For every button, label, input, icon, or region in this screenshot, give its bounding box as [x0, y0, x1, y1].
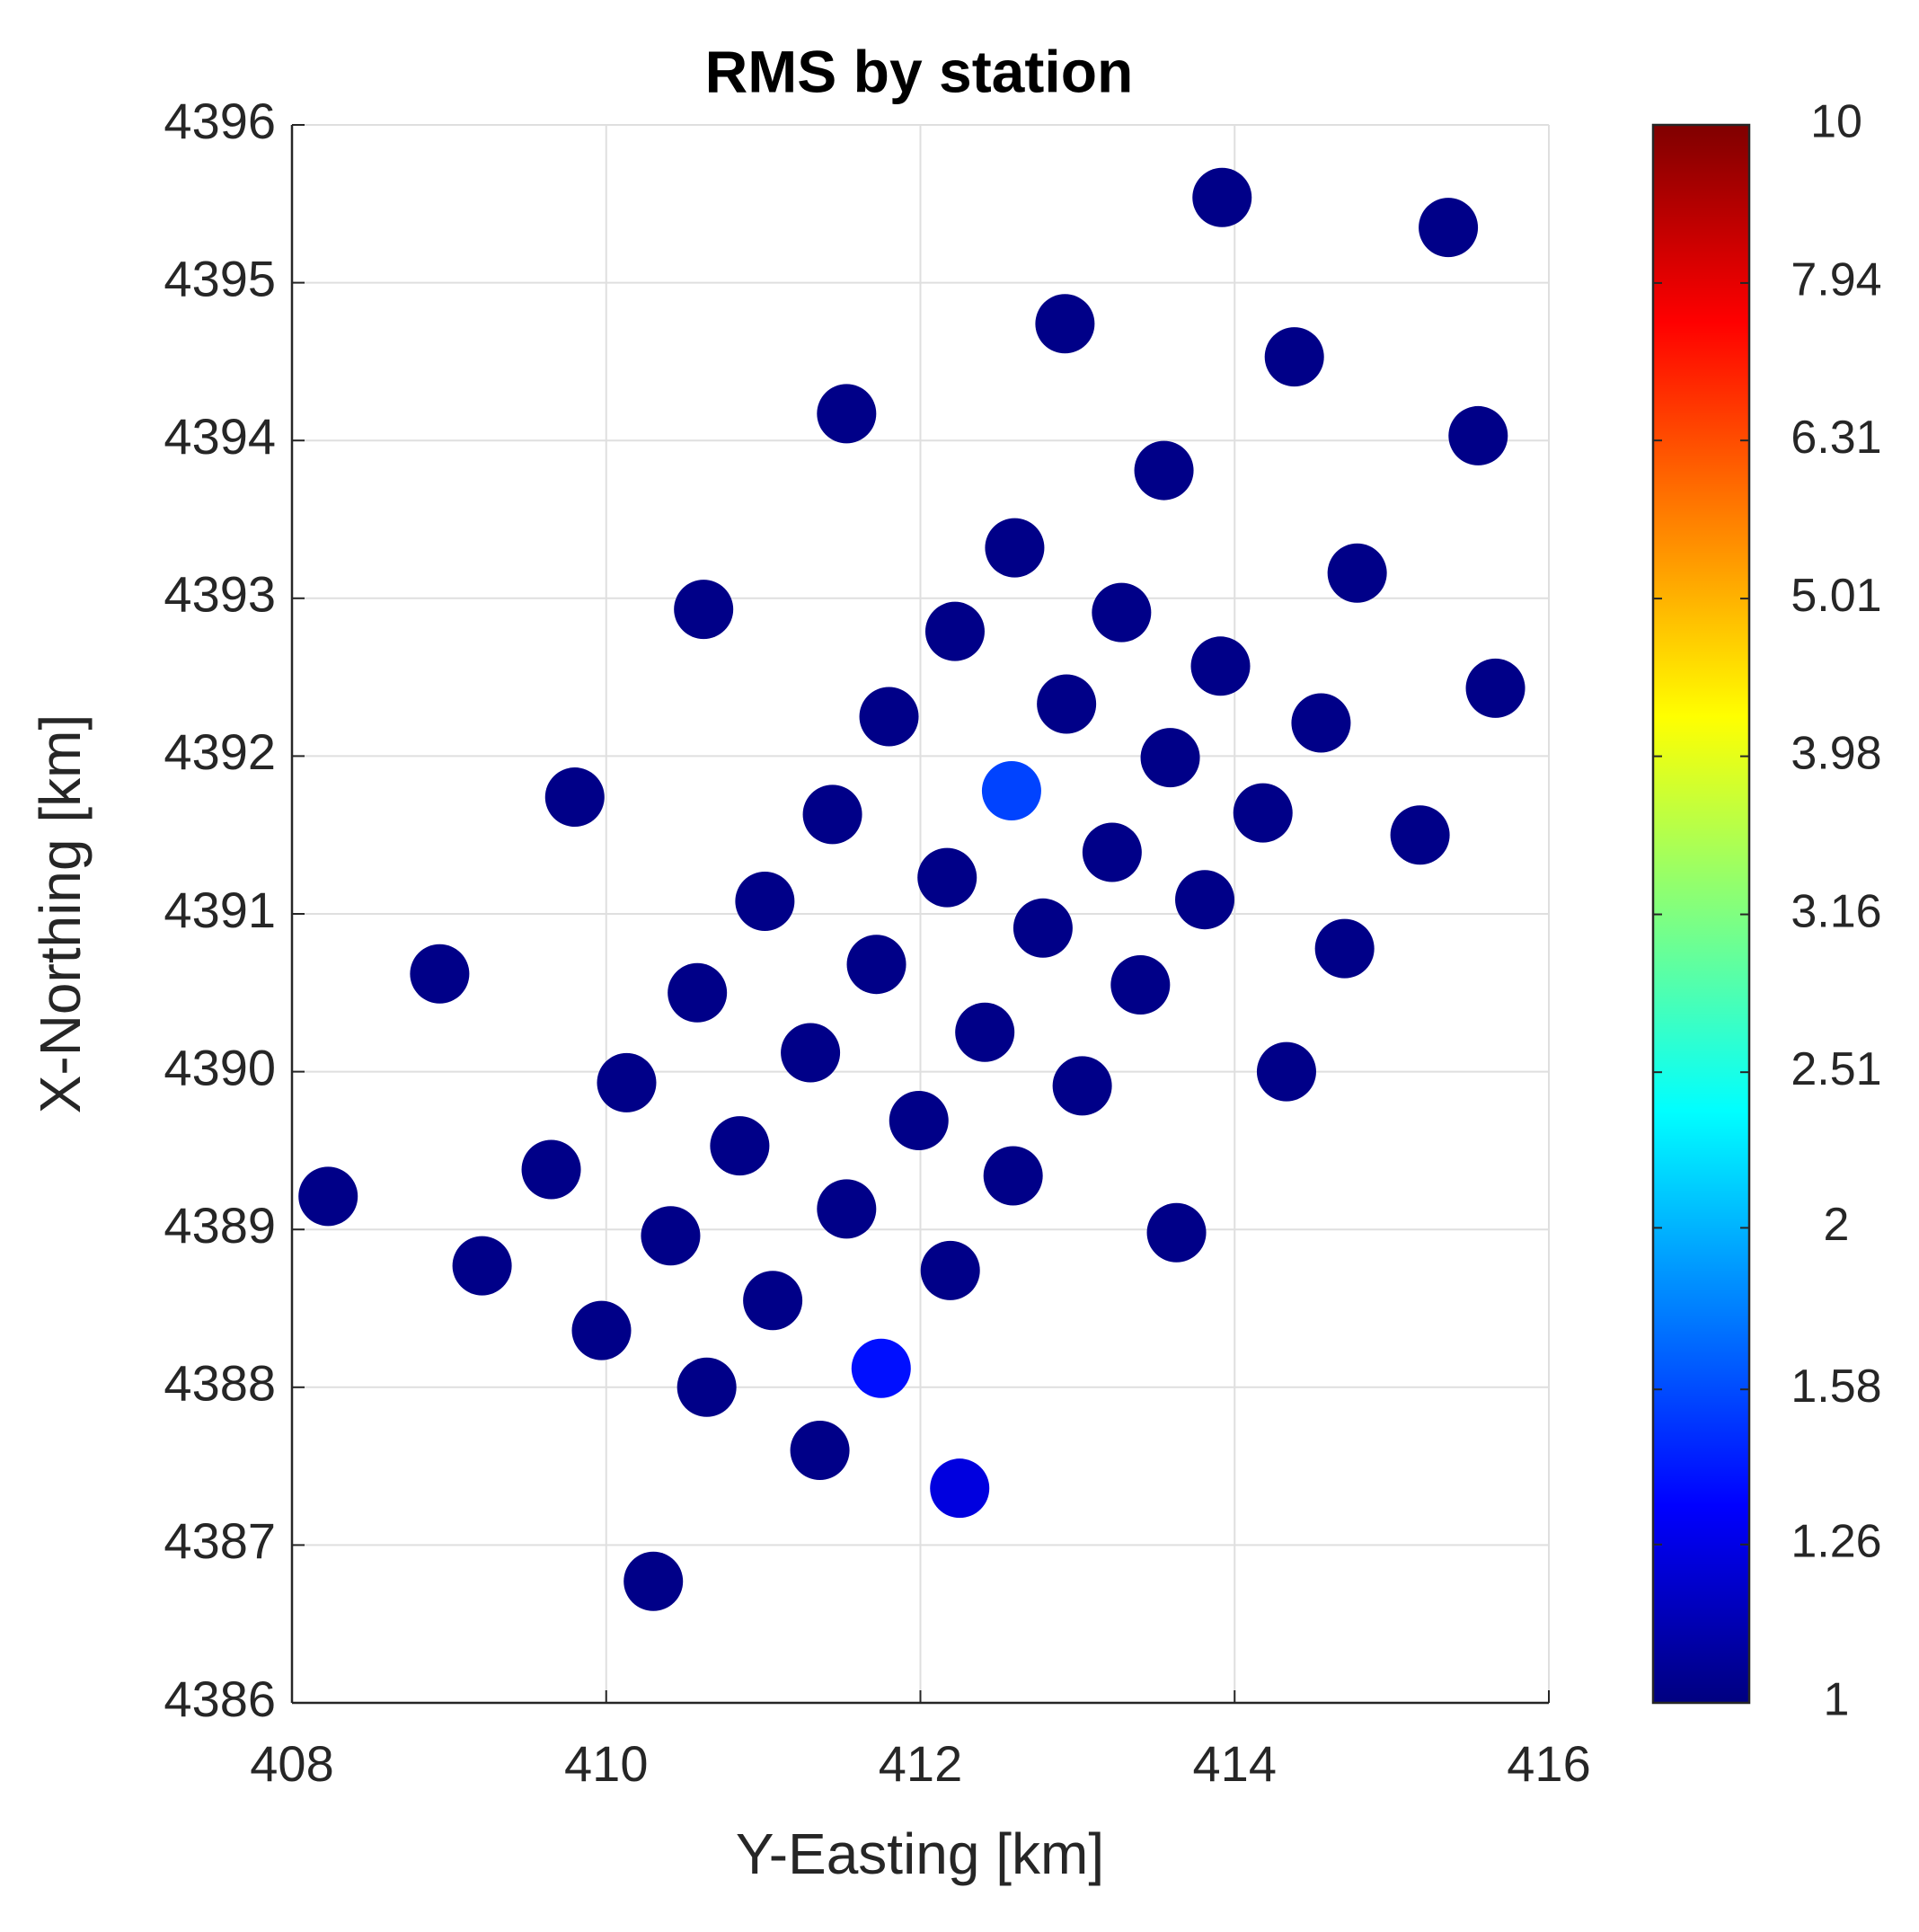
- x-tick-label: 412: [879, 1735, 962, 1792]
- station-point: [985, 518, 1045, 578]
- station-point: [1140, 728, 1200, 788]
- y-tick-label: 4391: [164, 882, 276, 938]
- station-point: [1264, 327, 1324, 387]
- colorbar-tick-label: 10: [1810, 96, 1862, 148]
- station-point: [955, 1002, 1015, 1062]
- x-axis-label: Y-Easting [km]: [736, 1821, 1104, 1886]
- station-point: [1110, 955, 1171, 1015]
- station-point: [452, 1236, 512, 1296]
- y-tick-label: 4392: [164, 723, 276, 780]
- station-point: [597, 1052, 657, 1112]
- y-tick-label: 4395: [164, 250, 276, 306]
- station-point: [521, 1139, 581, 1200]
- station-point: [924, 601, 985, 661]
- colorbar-tick-label: 3.98: [1791, 727, 1881, 779]
- station-point: [677, 1357, 737, 1417]
- station-point: [1082, 822, 1142, 882]
- colorbar-tick-label: 2: [1824, 1199, 1850, 1251]
- station-point: [1233, 783, 1293, 843]
- station-point: [623, 1551, 684, 1611]
- colorbar-tick-label: 7.94: [1791, 254, 1881, 306]
- station-point: [817, 1179, 877, 1239]
- y-tick-label: 4387: [164, 1512, 276, 1569]
- station-point: [674, 580, 734, 640]
- y-axis-label: X-Northing [km]: [28, 714, 93, 1114]
- station-point: [817, 384, 877, 444]
- station-point: [781, 1023, 841, 1083]
- y-tick-label: 4386: [164, 1671, 276, 1727]
- station-point: [735, 871, 795, 931]
- y-tick-label: 4394: [164, 408, 276, 465]
- station-point: [920, 1240, 980, 1300]
- station-point: [1192, 167, 1252, 227]
- station-point: [1035, 294, 1095, 354]
- station-point: [1190, 636, 1251, 696]
- colorbar-tick-label: 3.16: [1791, 885, 1881, 937]
- station-point: [1037, 674, 1097, 734]
- station-point: [1052, 1056, 1112, 1116]
- colorbar-tick-label: 1: [1824, 1674, 1850, 1726]
- station-point: [1134, 440, 1194, 501]
- station-point: [1256, 1041, 1316, 1102]
- colorbar-tick-label: 1.26: [1791, 1515, 1881, 1567]
- station-point: [710, 1116, 770, 1176]
- station-point: [1465, 658, 1525, 718]
- x-tick-label: 416: [1507, 1735, 1590, 1792]
- x-tick-label: 410: [564, 1735, 648, 1792]
- y-tick-label: 4389: [164, 1197, 276, 1254]
- y-tick-label: 4388: [164, 1355, 276, 1412]
- y-tick-label: 4390: [164, 1039, 276, 1095]
- station-point: [851, 1338, 911, 1398]
- station-point: [1327, 543, 1387, 603]
- station-point: [790, 1421, 850, 1481]
- y-tick-label: 4396: [164, 93, 276, 149]
- station-point: [981, 761, 1041, 821]
- station-point: [983, 1146, 1043, 1206]
- station-point: [917, 847, 977, 908]
- y-tick-label: 4393: [164, 566, 276, 623]
- station-point: [1448, 405, 1508, 465]
- station-point: [802, 784, 862, 845]
- chart-title: RMS by station: [705, 38, 1134, 104]
- station-point: [1291, 693, 1351, 753]
- station-point: [889, 1091, 949, 1151]
- colorbar: [1651, 123, 1751, 1705]
- colorbar-tick-label: 5.01: [1791, 570, 1881, 622]
- colorbar-tick-label: 1.58: [1791, 1360, 1881, 1413]
- x-tick-label: 414: [1193, 1735, 1277, 1792]
- station-point: [544, 767, 605, 828]
- station-point: [571, 1300, 632, 1360]
- station-point: [1013, 898, 1073, 958]
- station-point: [1092, 582, 1152, 643]
- station-point: [1419, 198, 1479, 258]
- station-point: [1314, 918, 1375, 979]
- station-point: [1390, 805, 1450, 865]
- station-point: [1175, 870, 1235, 930]
- colorbar-tick-label: 6.31: [1791, 412, 1881, 464]
- station-point: [410, 944, 470, 1004]
- station-point: [641, 1206, 701, 1266]
- station-point: [298, 1166, 358, 1227]
- station-point: [930, 1458, 990, 1519]
- station-point: [1146, 1202, 1207, 1263]
- station-point: [846, 935, 906, 995]
- station-point: [743, 1271, 803, 1331]
- station-point: [668, 962, 728, 1023]
- x-tick-label: 408: [250, 1735, 333, 1792]
- station-point: [859, 687, 919, 747]
- colorbar-tick-label: 2.51: [1791, 1043, 1881, 1095]
